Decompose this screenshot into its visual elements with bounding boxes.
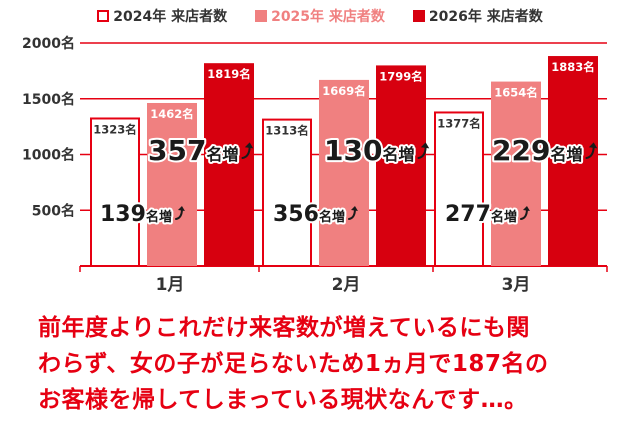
increase-unit: 名増 <box>550 145 582 164</box>
increase-unit: 名増 <box>382 145 414 164</box>
bar-chart: 500名 1000名 1500名 2000名 1323名 1462名 1819名 1月 1313… <box>22 35 608 295</box>
bar-value-label: 1654名 <box>494 86 538 100</box>
increase-number: 356 <box>273 202 319 227</box>
bar-value-label: 1669名 <box>322 84 366 98</box>
bar-2024-3月 <box>434 111 484 268</box>
caption: 前年度よりこれだけ来客数が増えているにも関 わらず、女の子が足らないため1ヵ月で… <box>38 310 628 418</box>
legend-swatch-2025 <box>255 10 268 22</box>
y-tick-label: 2000名 <box>22 35 75 52</box>
legend-label-2026: 2026年 来店者数 <box>428 9 543 25</box>
bar-value-label: 1313名 <box>265 124 309 138</box>
increase-annotation: 229名増 <box>492 134 582 167</box>
legend-swatch-2024 <box>97 10 110 22</box>
bar-2025-1月 <box>147 102 197 266</box>
bar-value-label: 1883名 <box>551 60 595 74</box>
bar-value-label: 1462名 <box>150 107 194 121</box>
legend-label-2025: 2025年 来店者数 <box>271 9 385 25</box>
x-category-label: 2月 <box>332 275 361 295</box>
bar-2026-1月 <box>204 63 254 266</box>
bar-2025-3月 <box>491 81 541 266</box>
legend-item-2026: 2026年 来店者数 <box>412 6 543 26</box>
bar-value-label: 1323名 <box>93 122 137 136</box>
increase-number: 139 <box>100 202 146 227</box>
bar-value-label: 1377名 <box>437 116 481 130</box>
increase-annotation: 130名増 <box>324 134 414 167</box>
increase-arrowhead-icon <box>177 206 185 211</box>
increase-number: 357 <box>148 134 206 167</box>
legend-item-2024: 2024年 来店者数 <box>97 6 227 26</box>
bar-2026-2月 <box>376 65 426 266</box>
increase-annotation: 139名増 <box>100 202 172 227</box>
y-tick-label: 500名 <box>32 202 75 219</box>
increase-number: 277 <box>445 202 491 227</box>
caption-line-2: わらず、女の子が足らないため1ヵ月で187名の <box>38 351 549 377</box>
increase-arrowhead-icon <box>522 206 530 211</box>
bar-value-label: 1799名 <box>379 69 423 83</box>
increase-unit: 名増 <box>491 209 517 225</box>
increase-unit: 名増 <box>206 145 238 164</box>
increase-arrowhead-icon <box>244 142 254 149</box>
y-tick-label: 1500名 <box>22 91 75 108</box>
increase-unit: 名増 <box>146 209 172 225</box>
legend-item-2025: 2025年 来店者数 <box>255 6 385 26</box>
increase-number: 130 <box>324 134 382 167</box>
increase-arrowhead-icon <box>420 142 430 149</box>
increase-annotation: 356名増 <box>273 202 345 227</box>
legend-label-2024: 2024年 来店者数 <box>113 9 228 25</box>
y-tick-label: 1000名 <box>22 147 75 164</box>
increase-annotation: 277名増 <box>445 202 517 227</box>
bar-2026-3月 <box>548 56 598 266</box>
increase-number: 229 <box>492 134 550 167</box>
bar-2024-2月 <box>262 118 312 268</box>
increase-arrowhead-icon <box>588 142 598 149</box>
legend-swatch-2026 <box>412 10 425 22</box>
increase-arrowhead-icon <box>350 206 358 211</box>
legend: 2024年 来店者数 2025年 来店者数 2026年 来店者数 <box>0 6 640 26</box>
x-category-label: 1月 <box>156 275 185 295</box>
bar-value-label: 1819名 <box>207 67 251 81</box>
bar-2025-2月 <box>319 79 369 267</box>
increase-unit: 名増 <box>319 209 345 225</box>
increase-annotation: 357名増 <box>148 134 238 167</box>
caption-line-3: お客様を帰してしまっている現状なんです…。 <box>38 387 528 413</box>
caption-line-1: 前年度よりこれだけ来客数が増えているにも関 <box>38 315 530 341</box>
bar-2024-1月 <box>90 117 140 267</box>
x-category-label: 3月 <box>502 275 531 295</box>
